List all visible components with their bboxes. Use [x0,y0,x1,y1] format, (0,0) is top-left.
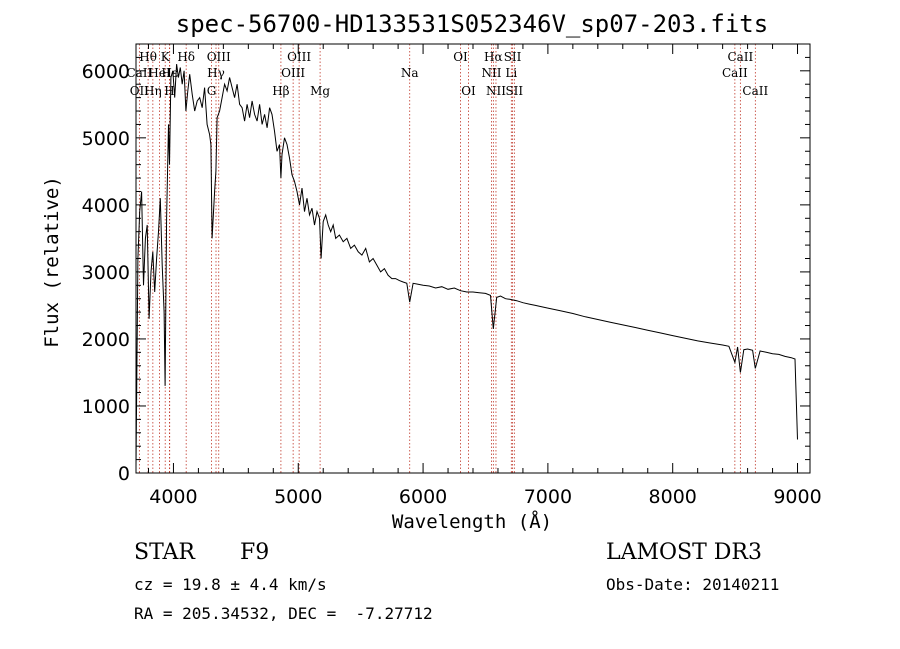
coordinates: RA = 205.34532, DEC = -7.27712 [134,604,433,623]
line-marker-label: OIII [287,50,311,64]
line-marker-label: OIII [281,66,305,80]
line-marker-label: Hη [144,84,162,98]
plot-frame [135,43,811,474]
line-marker-label: OI [453,50,468,64]
line-marker-label: CaII [126,66,152,80]
line-marker-label: OIII [207,50,231,64]
object-type: STAR [134,540,195,565]
line-marker-label: CaII [722,66,748,80]
x-tick-label: 4000 [149,486,197,508]
y-tick-label: 1000 [82,396,130,418]
line-marker-label: NII [481,66,501,80]
observation-date: Obs-Date: 20140211 [606,575,780,594]
line-marker-label: K [161,50,171,64]
x-tick-label: 7000 [524,486,572,508]
line-marker-label: Li [505,66,517,80]
line-marker-label: G [207,84,217,98]
redshift-velocity: cz = 19.8 ± 4.4 km/s [134,575,327,594]
x-axis: 4000 5000 6000 7000 8000 9000 [147,44,822,508]
line-marker-label: OII [130,84,150,98]
line-marker-label: SII [505,84,523,98]
line-marker-label: SII [504,50,522,64]
line-marker-label: Hθ [139,50,157,64]
y-tick-label: 0 [118,463,130,485]
spectrum-line [135,64,798,467]
line-marker-label: Hα [484,50,503,64]
chart-title: spec-56700-HD133531S052346V_sp07-203.fit… [176,10,768,38]
y-axis: 0 1000 2000 3000 4000 5000 6000 [82,56,810,485]
y-tick-label: 6000 [82,61,130,83]
line-marker-label: CaII [727,50,753,64]
line-marker-label: Hδ [177,50,195,64]
survey-name: LAMOST DR3 [606,540,762,565]
line-marker-label: Hε [161,66,178,80]
line-marker-label: NII [486,84,506,98]
line-marker-label: Hγ [207,66,225,80]
line-marker-label: Hβ [272,84,289,98]
x-tick-label: 8000 [649,486,697,508]
spectral-class: F9 [240,540,270,565]
x-axis-label: Wavelength (Å) [392,510,552,533]
line-marker-label: CaII [742,84,768,98]
line-marker-label: H [164,84,174,98]
y-axis-label: Flux (relative) [41,176,63,348]
y-tick-label: 2000 [82,329,130,351]
line-marker-label: Na [401,66,419,80]
y-tick-label: 5000 [82,128,130,150]
emission-line-markers [138,44,756,473]
line-marker-label: OI [461,84,476,98]
line-marker-label: HeI [148,66,171,80]
x-tick-label: 5000 [274,486,322,508]
x-tick-label: 9000 [773,486,821,508]
y-tick-label: 4000 [82,195,130,217]
x-tick-label: 6000 [399,486,447,508]
line-marker-label: Mg [310,84,330,98]
y-tick-label: 3000 [82,262,130,284]
spectrum-plot: spec-56700-HD133531S052346V_sp07-203.fit… [41,10,822,533]
